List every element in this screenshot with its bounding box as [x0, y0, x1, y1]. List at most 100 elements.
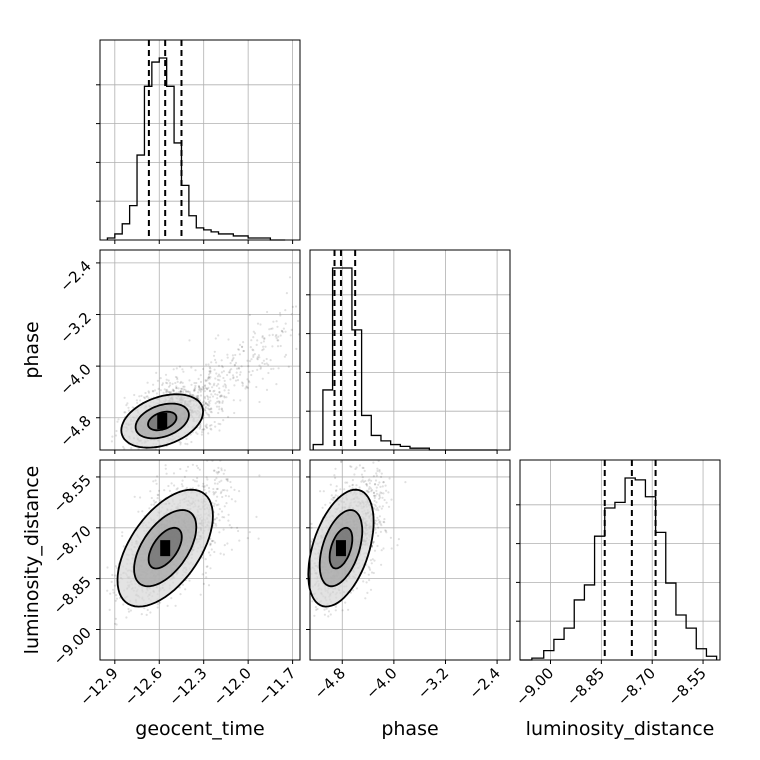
scatter-point — [175, 488, 178, 491]
scatter-point — [275, 333, 278, 337]
scatter-point — [248, 531, 251, 534]
scatter-point — [235, 367, 239, 370]
scatter-point — [222, 370, 225, 373]
scatter-point — [217, 470, 220, 473]
scatter-point — [257, 354, 260, 357]
scatter-point — [204, 409, 207, 412]
scatter-point — [397, 538, 400, 541]
scatter-point — [214, 425, 217, 428]
scatter-point — [214, 402, 217, 405]
scatter-point — [159, 499, 162, 502]
scatter-point — [233, 363, 236, 366]
scatter-point — [214, 337, 217, 340]
scatter-point — [197, 396, 200, 399]
scatter-point — [202, 482, 205, 485]
scatter-point — [221, 410, 224, 413]
scatter-point — [215, 516, 218, 520]
scatter-point — [209, 396, 212, 399]
scatter-point — [252, 336, 255, 339]
scatter-point — [179, 443, 182, 446]
scatter-point — [304, 567, 306, 569]
scatter-point — [213, 502, 216, 505]
scatter-point — [186, 390, 189, 393]
scatter-point — [227, 513, 230, 516]
scatter-point — [195, 395, 198, 398]
scatter-point — [301, 348, 303, 350]
scatter-point — [178, 586, 181, 589]
scatter-point — [263, 337, 266, 340]
scatter-point — [190, 440, 193, 444]
scatter-point — [205, 491, 208, 495]
scatter-point — [210, 548, 213, 551]
scatter-point — [368, 486, 371, 489]
scatter-point — [241, 345, 244, 349]
scatter-point — [373, 483, 377, 486]
scatter-point — [168, 489, 171, 492]
scatter-point — [374, 522, 377, 525]
scatter-point — [171, 382, 174, 385]
scatter-point — [207, 396, 210, 399]
scatter-point — [372, 571, 375, 575]
scatter-point — [199, 593, 202, 596]
contour-1 — [134, 402, 190, 440]
scatter-point — [179, 390, 182, 393]
scatter-point — [217, 513, 220, 516]
scatter-point — [218, 401, 221, 405]
scatter-point — [258, 364, 261, 367]
scatter-point — [238, 373, 242, 376]
scatter-point — [153, 389, 157, 392]
scatter-point — [140, 613, 143, 616]
scatter-point — [277, 335, 280, 338]
scatter-point — [146, 395, 149, 398]
scatter-point — [351, 484, 354, 487]
scatter-point — [237, 348, 240, 351]
scatter-point — [212, 354, 216, 357]
scatter-point — [382, 492, 385, 495]
scatter-point — [201, 428, 204, 431]
scatter-point — [209, 370, 212, 373]
scatter-point — [208, 402, 211, 405]
scatter-point — [225, 502, 228, 505]
scatter-point — [115, 623, 118, 626]
scatter-point — [172, 390, 175, 393]
scatter-point — [203, 395, 206, 398]
scatter-point — [212, 487, 215, 491]
scatter-point — [121, 531, 124, 534]
scatter-point — [201, 388, 204, 391]
scatter-point — [261, 336, 264, 339]
scatter-point — [185, 486, 188, 489]
scatter-point — [373, 549, 377, 552]
scatter-point — [276, 339, 279, 342]
scatter-point — [208, 408, 211, 411]
scatter-point — [378, 521, 381, 524]
scatter-point — [334, 494, 337, 497]
scatter-point — [194, 384, 197, 387]
scatter-point — [272, 585, 274, 587]
scatter-point — [225, 396, 228, 399]
scatter-point — [213, 518, 216, 521]
scatter-point — [380, 492, 383, 495]
scatter-point — [161, 383, 164, 387]
scatter-point — [204, 384, 207, 387]
scatter-point — [365, 489, 368, 492]
scatter-point — [213, 368, 216, 371]
scatter-point — [232, 399, 235, 402]
scatter-point — [218, 405, 221, 408]
scatter-point — [212, 539, 215, 543]
scatter-point — [217, 383, 220, 386]
scatter-point — [141, 461, 143, 463]
scatter-point — [122, 445, 125, 448]
scatter-point — [340, 460, 343, 463]
scatter-point — [255, 385, 258, 389]
scatter-point — [165, 381, 168, 384]
scatter-point — [177, 391, 180, 394]
scatter-point — [266, 310, 269, 314]
scatter-point — [122, 545, 125, 548]
scatter-point — [244, 387, 247, 390]
scatter-point — [248, 360, 252, 363]
scatter-point — [146, 608, 149, 612]
scatter-point — [314, 289, 316, 291]
scatter-point — [217, 422, 220, 425]
scatter-point — [206, 377, 210, 380]
